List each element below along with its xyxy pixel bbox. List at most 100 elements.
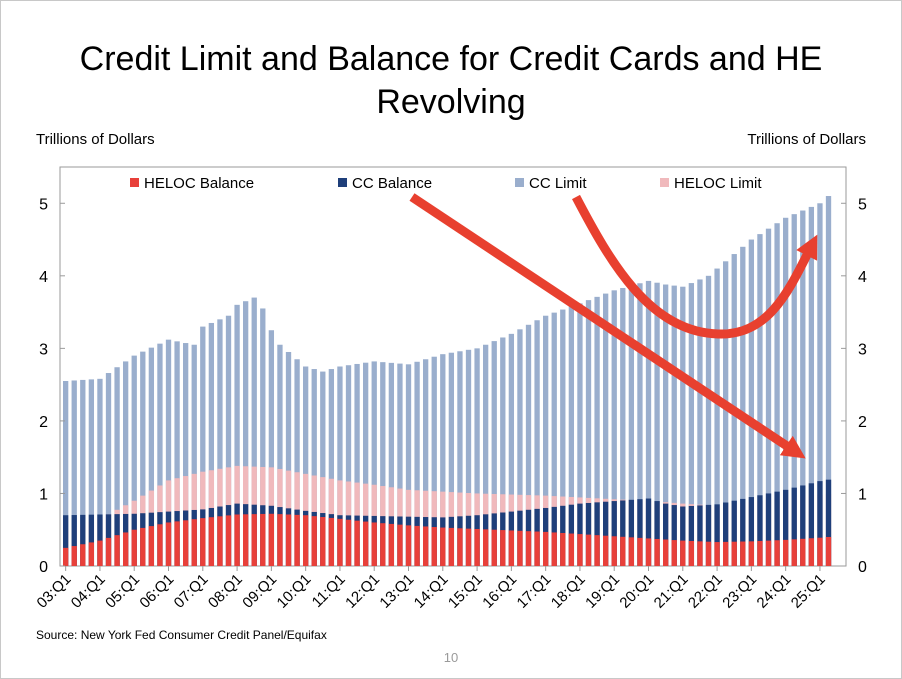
cc-limit-bar [603,293,609,566]
x-tick-label: 05:Q1 [102,571,143,612]
x-tick-label: 04:Q1 [68,571,109,612]
cc-limit-bar [654,282,660,566]
cc-balance-bar [740,498,746,566]
heloc-balance-bar [551,532,557,566]
x-tick-label: 20:Q1 [616,571,657,612]
cc-limit-bar [88,379,95,566]
cc-limit-bar [465,349,472,566]
arrow-up-to-cc-limit [572,194,818,339]
heloc-balance-bar [568,533,575,566]
cc-limit-bar [543,315,549,566]
cc-limit-bar [200,326,206,566]
cc-limit-bar [208,322,215,566]
heloc-balance-bar [671,540,677,566]
x-tick-label: 09:Q1 [239,571,280,612]
heloc-balance-bar [654,538,660,566]
y-tick-label-left: 4 [39,269,48,286]
cc-limit-bar [628,285,635,566]
cc-limit-bar [560,309,566,566]
cc-limit-bar [457,351,463,566]
heloc-balance-bar [217,516,223,566]
heloc-balance-bar [345,519,352,566]
heloc-balance-bar [71,546,77,566]
y-tick-label-left: 0 [39,559,48,576]
cc-limit-bar [140,351,146,566]
chart-title-line2: Revolving [376,83,526,121]
cc-limit-bar [165,339,172,566]
left-axis-unit-label: Trillions of Dollars [36,131,155,148]
legend-label: CC Balance [352,175,432,192]
heloc-balance-bar [431,527,437,566]
heloc-balance-bar [208,517,215,566]
cc-limit-bar [551,312,557,566]
cc-limit-bar [105,373,112,566]
heloc-balance-bar [440,527,446,566]
heloc-balance-bar [705,541,712,566]
x-tick-label: 12:Q1 [342,571,383,612]
heloc-balance-bar [620,536,626,566]
heloc-balance-bar [517,530,523,566]
heloc-balance-bar [328,517,335,566]
cc-limit-bar [525,324,532,566]
heloc-balance-bar [783,539,789,566]
cc-limit-bar [320,371,326,566]
cc-limit-bar [131,355,137,566]
cc-limit-bar [148,347,155,566]
x-axis-ticks: 03:Q104:Q105:Q106:Q107:Q108:Q109:Q110:Q1… [34,566,829,612]
cc-balance-bar [637,499,643,566]
cc-balance-bar [748,497,755,566]
heloc-balance-bar [251,514,257,566]
cc-limit-bar [294,359,300,566]
heloc-balance-bar [131,529,137,566]
cc-limit-bar [791,214,797,566]
x-tick-label: 08:Q1 [205,571,246,612]
cc-limit-bar [174,341,180,566]
cc-limit-bar [714,268,720,566]
cc-limit-bar [440,354,446,566]
cc-limit-bar [311,369,317,566]
cc-limit-bar [568,306,575,566]
cc-limit-bar [397,363,403,566]
cc-limit-bar [183,343,189,566]
heloc-balance-bar [97,540,103,566]
heloc-balance-bar [277,514,283,566]
cc-balance-bar [800,485,806,566]
heloc-balance-bar [603,535,609,566]
heloc-balance-bar [285,514,292,566]
cc-limit-bar [508,333,515,566]
heloc-balance-bar [311,516,317,567]
chart-legend: HELOC Balance CC Balance CC Limit HELOC Lim… [130,175,762,192]
cc-limit-bar [97,378,103,566]
cc-balance-bar [594,502,600,566]
heloc-balance-bar [114,535,120,566]
source-note: Source: New York Fed Consumer Credit Pan… [36,628,327,642]
heloc-balance-bar [234,514,240,566]
cc-limit-bar [234,304,240,566]
cc-limit-bar [277,344,283,566]
annotation-arrows [409,193,818,459]
heloc-balance-bar [774,540,780,566]
cc-limit-bar [663,284,669,566]
cc-limit-bar [354,363,360,566]
x-tick-label: 03:Q1 [34,571,75,612]
heloc-balance-bar [405,525,412,566]
cc-limit-bar [594,296,600,566]
cc-balance-bar [705,504,712,566]
heloc-balance-bar [611,536,617,566]
x-tick-label: 18:Q1 [548,571,589,612]
heloc-balance-bar [294,514,300,566]
heloc-balance-bar [491,529,497,566]
cc-balance-bar [774,491,780,566]
y-tick-label-right: 5 [858,196,867,213]
cc-limit-bar [114,367,120,566]
heloc-balance-bar [388,523,395,566]
y-tick-label-right: 3 [858,341,867,358]
cc-limit-bar [243,301,249,566]
cc-limit-bar [705,275,712,566]
y-tick-label-left: 5 [39,196,48,213]
heloc-balance-bar [165,522,172,566]
heloc-balance-bar [80,544,86,566]
cc-balance-bar [645,498,652,566]
y-axis-ticks: 0 0 1 1 2 2 3 3 4 4 5 5 [39,196,867,576]
